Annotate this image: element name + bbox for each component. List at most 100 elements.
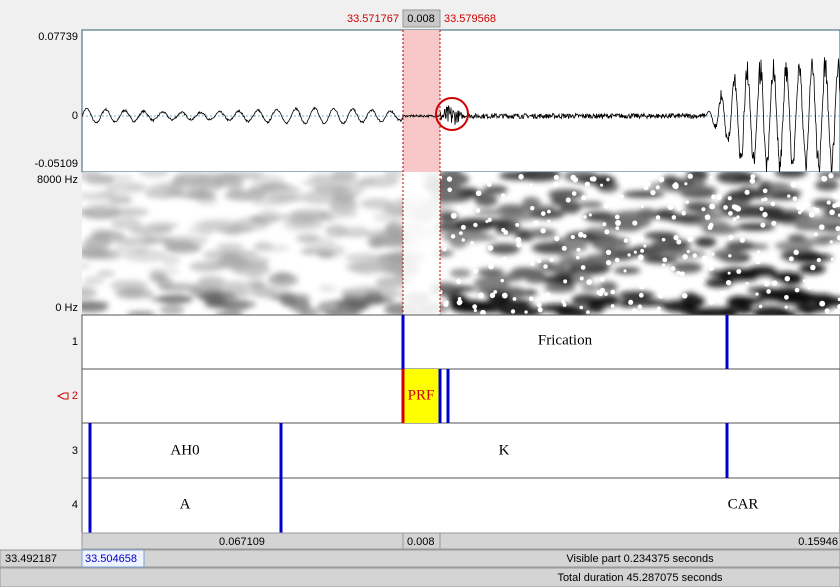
spectrogram-blob — [110, 217, 142, 230]
spectrogram-dot — [684, 182, 688, 186]
tier-number[interactable]: 1 — [72, 336, 78, 348]
tier-3[interactable] — [81, 422, 840, 479]
spectrogram-blob — [538, 303, 578, 313]
spectrogram-dot — [553, 181, 559, 187]
spectrogram-blob — [358, 175, 399, 188]
spectrogram-dot — [473, 308, 477, 313]
spectrogram-blob — [342, 226, 370, 237]
selected-interval[interactable] — [403, 369, 440, 423]
spectrogram-dot — [501, 292, 508, 299]
spectrogram-blob — [192, 220, 230, 230]
interval-label[interactable]: A — [180, 496, 191, 512]
spectrogram-blob — [318, 285, 336, 292]
spectrogram — [82, 172, 840, 315]
spectrogram-dot — [762, 188, 768, 194]
selection-duration-box[interactable] — [402, 9, 441, 28]
spectrogram-dot — [604, 229, 610, 235]
spectrogram-blob — [83, 276, 105, 286]
spectrogram-dot — [515, 222, 520, 227]
spectrogram-dot — [763, 197, 768, 202]
spectrogram-dot — [757, 250, 761, 254]
waveform-zero: 0 — [72, 110, 78, 122]
duration-cell[interactable] — [439, 532, 840, 550]
spectrogram-blob — [82, 302, 108, 314]
spectrogram-dot — [615, 220, 622, 226]
spectrogram-blob — [328, 199, 359, 212]
tier-number[interactable]: 2 — [72, 390, 78, 402]
spectrogram-blob — [216, 256, 251, 270]
tier-1[interactable] — [81, 314, 840, 370]
tier-2[interactable] — [81, 368, 840, 424]
tier-number[interactable]: 4 — [72, 499, 78, 511]
spectrogram-dot — [493, 290, 498, 294]
spectrogram-dot — [637, 254, 644, 261]
spectrogram-dot — [583, 215, 587, 219]
spectrogram-dot — [512, 297, 517, 301]
spectrogram-dot — [807, 285, 812, 290]
spectrogram-dot — [472, 260, 477, 265]
visible-start-cell[interactable] — [81, 549, 145, 568]
spectrogram-blob — [483, 275, 525, 282]
spectrogram-dot — [761, 198, 765, 202]
spectrogram-blob — [301, 190, 339, 205]
waveform-trace — [82, 57, 840, 172]
spectrogram-blob — [584, 211, 617, 223]
spectrogram-blob — [538, 275, 582, 285]
spectrogram-dot — [829, 209, 835, 216]
spectrogram-dot — [701, 255, 708, 262]
spectrogram-blob — [663, 186, 705, 193]
spectrogram-blob — [126, 310, 156, 315]
interval-label[interactable]: Frication — [538, 332, 593, 348]
interval-label[interactable]: CAR — [728, 496, 759, 512]
spectrogram-dot — [725, 279, 732, 286]
spectrogram-dot — [543, 264, 548, 269]
spectrogram-dot — [563, 279, 568, 284]
spectrogram-dot — [744, 189, 750, 195]
window-start: 33.492187 — [5, 553, 57, 565]
spectrogram-blob — [768, 182, 788, 191]
spectrogram-dot — [603, 202, 610, 209]
spectrogram-dot — [766, 289, 771, 294]
spectrogram-dot — [472, 304, 478, 310]
visible-part-cell[interactable] — [81, 549, 840, 568]
spectrogram-dot — [459, 231, 463, 236]
interval-label[interactable]: K — [499, 442, 510, 458]
spectrogram-dot — [632, 220, 638, 226]
tier-4[interactable] — [81, 477, 840, 534]
spectrogram-blob — [612, 210, 655, 221]
spectrogram-dot — [837, 304, 840, 310]
spectrogram-dot — [796, 204, 802, 211]
spectrogram-blob — [375, 276, 411, 288]
spectrogram-blob — [521, 196, 541, 210]
spectrogram-dot — [639, 283, 645, 290]
spectrogram-blob — [317, 249, 335, 259]
waveform-max: 0.07739 — [38, 31, 78, 43]
left-duration: 0.067109 — [219, 536, 265, 548]
spectrogram-blob — [518, 172, 561, 182]
spectrogram-dot — [681, 210, 686, 216]
spectrogram-dot — [728, 254, 732, 258]
spectrogram-dot — [518, 174, 524, 180]
spectrogram-dot — [605, 260, 612, 266]
spectrogram-dot — [503, 230, 509, 235]
spectrogram-dot — [784, 294, 789, 300]
spectrogram-blob — [449, 300, 485, 311]
spectrogram-dot — [793, 249, 799, 256]
spectrogram-dot — [794, 287, 800, 293]
spectrogram-blob — [96, 270, 116, 278]
tier-number[interactable]: 3 — [72, 445, 78, 457]
interval-label[interactable]: AH0 — [170, 442, 199, 458]
spectrogram-dot — [562, 302, 567, 307]
spectrogram-dot — [708, 265, 714, 271]
spectrogram-dot — [819, 300, 826, 307]
spectrogram-blob — [216, 243, 245, 250]
spectrogram-dot — [473, 222, 478, 228]
visible-start: 33.504658 — [85, 553, 137, 565]
total-duration-cell[interactable] — [0, 567, 840, 587]
spectrogram-dot — [750, 174, 756, 180]
spectrogram-dot — [658, 293, 664, 299]
spectrogram-dot — [614, 257, 620, 263]
interval-label[interactable]: PRF — [408, 387, 435, 403]
spectrogram-blob — [149, 295, 193, 303]
spectrogram-dot — [802, 279, 807, 283]
